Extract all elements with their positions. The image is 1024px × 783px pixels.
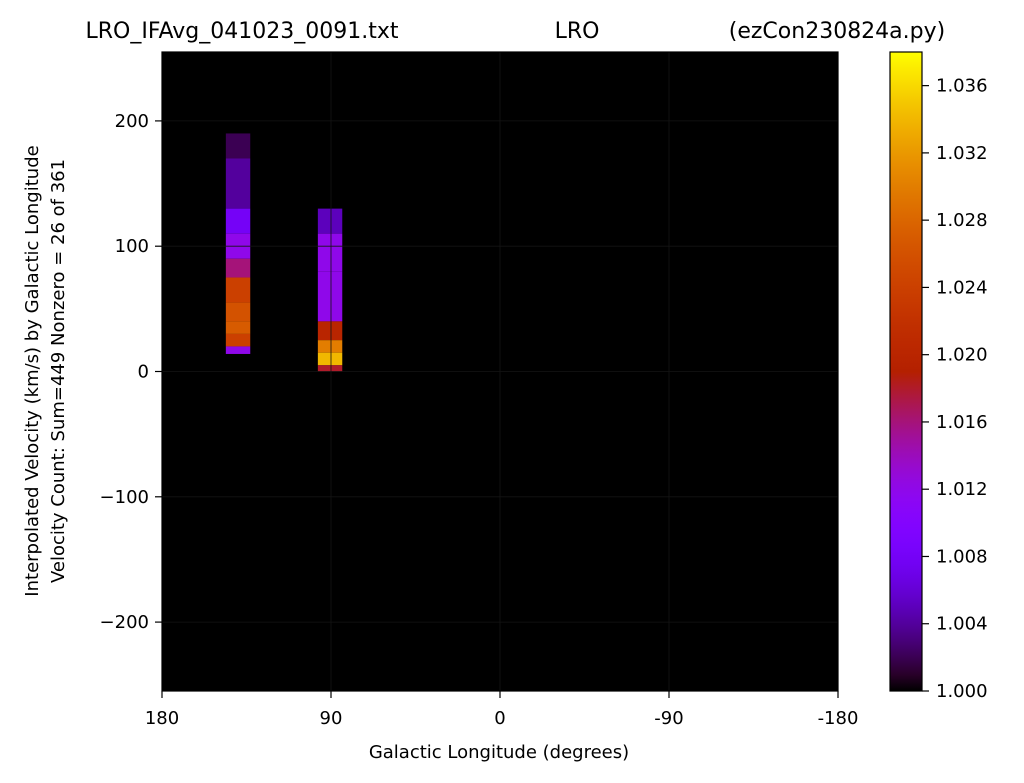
colorbar-tick-label: 1.028 [936, 210, 988, 231]
y-axis-ticks: 200 100 0 −100 −200 [100, 111, 162, 633]
heatmap-cell [317, 271, 343, 322]
y-axis-label-line2: Velocity Count: Sum=449 Nonzero = 26 of … [48, 159, 69, 583]
x-tick-label: 0 [494, 708, 505, 729]
heatmap-cell [225, 277, 251, 303]
heatmap-cell [317, 352, 343, 366]
heatmap-cell [317, 233, 343, 272]
x-tick-label: -180 [818, 708, 859, 729]
y-tick-label: 200 [115, 111, 149, 132]
colorbar-tick-label: 1.036 [936, 76, 988, 97]
heatmap-cell [317, 321, 343, 341]
colorbar-tick-label: 1.024 [936, 277, 988, 298]
title-right: (ezCon230824a.py) [729, 19, 945, 44]
grid-lines [161, 52, 839, 691]
colorbar-tick-label: 1.020 [936, 345, 988, 366]
heatmap-cell [225, 258, 251, 278]
heatmap-cell [317, 208, 343, 234]
colorbar-tick-label: 1.000 [936, 681, 988, 702]
heatmap-cell [225, 333, 251, 347]
colorbar-tick-label: 1.016 [936, 412, 988, 433]
heatmap-cell [225, 346, 251, 354]
y-tick-label: 0 [138, 362, 149, 383]
x-axis-label: Galactic Longitude (degrees) [369, 742, 629, 763]
title-center: LRO [555, 19, 600, 44]
colorbar-tick-label: 1.004 [936, 614, 988, 635]
x-axis-ticks: 180 90 0 -90 -180 [145, 691, 859, 729]
x-tick-label: 180 [145, 708, 179, 729]
x-tick-label: 90 [320, 708, 343, 729]
heatmap-cell [225, 158, 251, 209]
colorbar-tick-label: 1.032 [936, 143, 988, 164]
colorbar-ticks: 1.000 1.004 1.008 1.012 1.016 1.020 1.024 1.028… [922, 76, 988, 702]
title-left: LRO_IFAvg_041023_0091.txt [86, 19, 399, 44]
heatmap-cell [225, 321, 251, 334]
x-tick-label: -90 [654, 708, 683, 729]
y-axis-label-line1: Interpolated Velocity (km/s) by Galactic… [22, 145, 43, 596]
colorbar-tick-label: 1.008 [936, 546, 988, 567]
heatmap-cell [225, 208, 251, 234]
y-tick-label: 100 [115, 236, 149, 257]
heatmap-cell [317, 365, 343, 372]
colorbar [889, 51, 923, 692]
heatmap-cell [225, 302, 251, 322]
y-tick-label: −100 [100, 487, 149, 508]
y-tick-label: −200 [100, 612, 149, 633]
colorbar-tick-label: 1.012 [936, 479, 988, 500]
heatmap-cell [317, 340, 343, 353]
heatmap-cell [225, 133, 251, 159]
